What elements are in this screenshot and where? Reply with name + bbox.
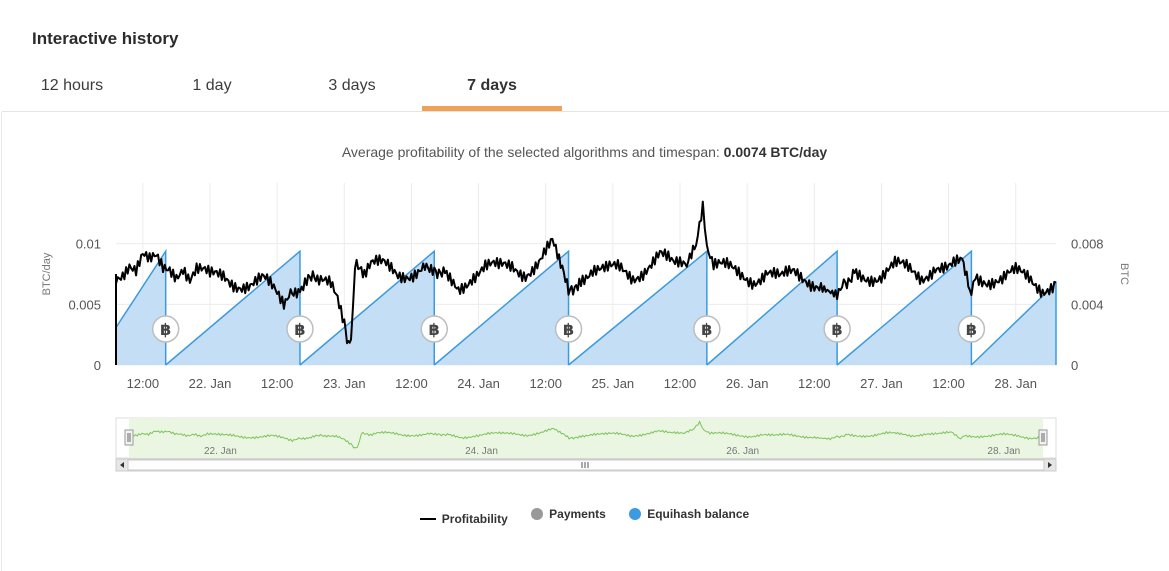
legend-item-balance[interactable]: Equihash balance xyxy=(629,507,749,521)
navigator-line xyxy=(128,420,1044,449)
navigator: 22. Jan 24. Jan 26. Jan 28. Jan xyxy=(115,417,1057,472)
navigator-selection xyxy=(129,418,1043,458)
x-tick-label: 28. Jan xyxy=(994,376,1037,391)
x-tick-label: 23. Jan xyxy=(323,376,366,391)
navigator-handle-right[interactable] xyxy=(1038,429,1048,446)
payment-marker: ฿ xyxy=(420,315,449,343)
x-tick-label: 12:00 xyxy=(127,376,160,391)
x-tick-label: 12:00 xyxy=(395,376,428,391)
x-tick-label: 26. Jan xyxy=(726,376,769,391)
navigator-handle-left[interactable] xyxy=(124,429,134,446)
x-tick-label: 12:00 xyxy=(932,376,965,391)
payment-marker: ฿ xyxy=(957,315,986,343)
x-tick-label: 27. Jan xyxy=(860,376,903,391)
payment-marker: ฿ xyxy=(286,315,314,343)
bitcoin-icon: ฿ xyxy=(294,320,305,339)
balance-series xyxy=(115,248,1057,366)
profitability-series xyxy=(115,200,1057,365)
x-tick-label: 12:00 xyxy=(798,376,831,391)
y-left-tick-label: 0.01 xyxy=(76,237,101,252)
bitcoin-icon: ฿ xyxy=(966,320,977,339)
x-tick-label: 22. Jan xyxy=(189,376,232,391)
timespan-tabs: 12 hours 1 day 3 days 7 days xyxy=(2,64,1169,112)
panel-border xyxy=(1,112,2,571)
x-tick-label: 24. Jan xyxy=(457,376,500,391)
navigator-label: 22. Jan xyxy=(204,446,237,457)
bitcoin-icon: ฿ xyxy=(160,320,171,339)
bitcoin-icon: ฿ xyxy=(429,320,440,339)
average-profitability: Average profitability of the selected al… xyxy=(0,144,1169,160)
y-left-tick-label: 0.005 xyxy=(68,297,101,312)
payments-series: ฿ ฿ ฿ ฿ ฿ ฿ ฿ xyxy=(151,315,986,343)
tab-1-day[interactable]: 1 day xyxy=(192,77,232,94)
y-right-tick-label: 0 xyxy=(1071,358,1078,373)
payment-marker-circle xyxy=(151,315,180,343)
payments-legend-symbol xyxy=(531,508,544,520)
x-tick-label: 12:00 xyxy=(529,376,562,391)
payment-marker: ฿ xyxy=(151,315,180,343)
y-right-tick-label: 0.004 xyxy=(1071,297,1104,312)
payment-marker: ฿ xyxy=(823,315,851,343)
bitcoin-icon: ฿ xyxy=(701,320,712,339)
x-tick-label: 12:00 xyxy=(664,376,697,391)
payment-marker: ฿ xyxy=(554,315,583,343)
profitability-line xyxy=(115,200,1057,345)
navigator-label: 24. Jan xyxy=(465,446,498,457)
chart-legend: Profitability Payments Equihash balance xyxy=(0,507,1169,526)
x-tick-label: 25. Jan xyxy=(592,376,635,391)
navigator-label: 28. Jan xyxy=(987,446,1020,457)
tab-7-days[interactable]: 7 days xyxy=(422,64,562,111)
y-left-tick-label: 0 xyxy=(94,358,101,373)
tab-12-hours[interactable]: 12 hours xyxy=(40,77,104,94)
payment-marker-circle xyxy=(286,315,314,343)
bitcoin-icon: ฿ xyxy=(563,320,574,339)
panel-header: Interactive history 12 hours 1 day 3 day… xyxy=(0,0,1169,112)
average-profitability-label: Average profitability of the selected al… xyxy=(341,144,720,160)
legend-item-profitability[interactable]: Profitability xyxy=(419,512,508,526)
balance-legend-symbol xyxy=(629,508,642,520)
legend-label-payments: Payments xyxy=(549,507,606,521)
y-right-tick-label: 0.008 xyxy=(1071,237,1104,252)
payment-marker-circle xyxy=(420,315,449,343)
legend-label-profitability: Profitability xyxy=(441,512,508,526)
chevron-left-icon xyxy=(120,462,124,468)
panel-title: Interactive history xyxy=(32,29,179,48)
profitability-legend-symbol xyxy=(419,518,436,520)
payment-marker-circle xyxy=(693,315,721,343)
profitability-chart[interactable]: ฿ ฿ ฿ ฿ ฿ ฿ ฿ 12:00 22. Jan 12:00 23. Jan 12:00 24.… xyxy=(0,0,1169,500)
y-left-axis-title: BTC/day xyxy=(41,252,53,295)
chevron-right-icon xyxy=(1048,462,1052,468)
bitcoin-icon: ฿ xyxy=(832,320,843,339)
chart-axes: 12:00 22. Jan 12:00 23. Jan 12:00 24. Jan 12:0… xyxy=(41,237,1130,391)
legend-item-payments[interactable]: Payments xyxy=(531,507,606,521)
payment-marker: ฿ xyxy=(693,315,721,343)
tab-3-days[interactable]: 3 days xyxy=(328,77,376,94)
scrollbar-thumb[interactable] xyxy=(127,459,1045,471)
balance-area xyxy=(116,251,1056,365)
payment-marker-circle xyxy=(957,315,986,343)
balance-line xyxy=(115,248,1057,366)
payment-marker-circle xyxy=(554,315,583,343)
legend-label-balance: Equihash balance xyxy=(647,507,750,521)
average-profitability-value: 0.0074 BTC/day xyxy=(723,144,828,160)
x-tick-label: 12:00 xyxy=(261,376,294,391)
y-right-axis-title: BTC xyxy=(1118,263,1130,285)
navigator-label: 26. Jan xyxy=(726,446,759,457)
payment-marker-circle xyxy=(823,315,851,343)
